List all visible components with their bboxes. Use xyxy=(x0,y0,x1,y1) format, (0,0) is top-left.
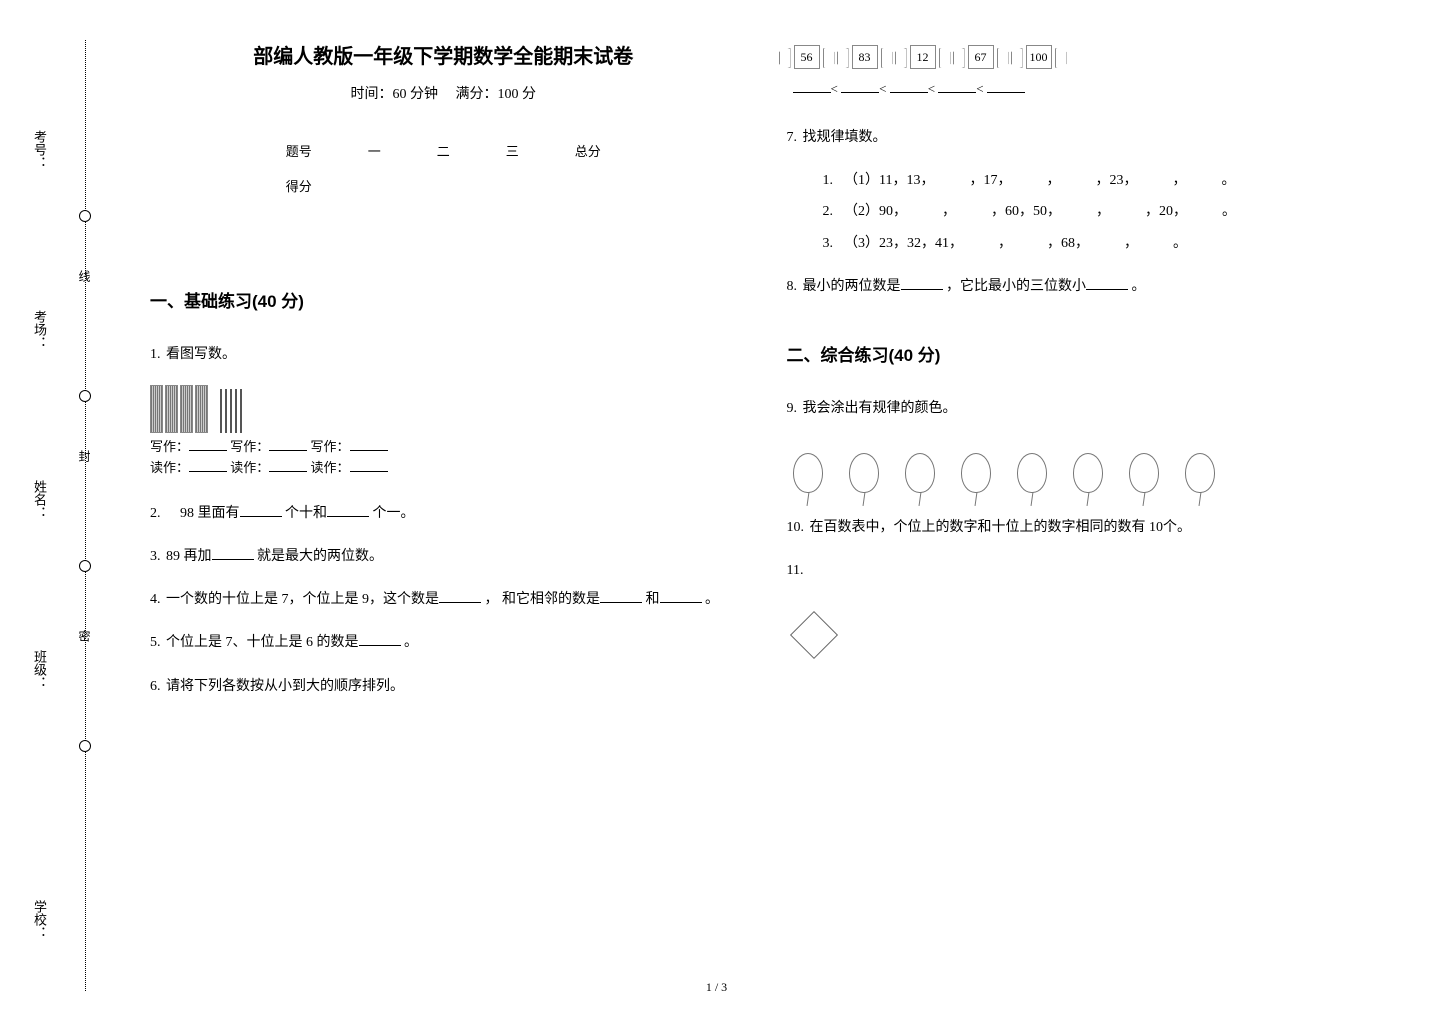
score-label: 得分 xyxy=(258,168,340,203)
binding-circle xyxy=(79,560,91,572)
candy-icon: 100 xyxy=(1019,40,1059,74)
column-left: 部编人教版一年级下学期数学全能期末试卷 时间：60 分钟 满分：100 分 题号… xyxy=(150,40,737,991)
section-1-title: 一、基础练习(40 分) xyxy=(150,287,737,312)
q1-write-row: 写作： 写作： 写作： xyxy=(150,437,737,458)
q1-figure xyxy=(150,385,737,433)
balloon-icon xyxy=(905,453,935,493)
content-area: 部编人教版一年级下学期数学全能期末试卷 时间：60 分钟 满分：100 分 题号… xyxy=(120,0,1433,1011)
question-4: 4. 一个数的十位上是 7，个位上是 9，这个数是 ， 和它相邻的数是 和 。 xyxy=(150,587,737,612)
col-2: 二 xyxy=(409,133,478,168)
q7-sub2: 2. （2）90， ， ，60，50， ， ，20， 。 xyxy=(823,199,1374,224)
balloon-icon xyxy=(793,453,823,493)
diamond-icon xyxy=(789,610,837,658)
q1-read-row: 读作： 读作： 读作： xyxy=(150,458,737,479)
table-row: 得分 xyxy=(258,168,629,203)
binding-margin: 考号： 考场： 姓名： 班级： 学校： 线 封 密 xyxy=(0,0,120,1011)
binding-label-room: 考场： xyxy=(30,310,49,349)
page-number: 1 / 3 xyxy=(706,980,727,995)
balloon-icon xyxy=(961,453,991,493)
q7-sublist: 1. （1）11，13， ，17， ， ，23， ， 。 2. （2）90， ，… xyxy=(823,168,1374,274)
balloon-icon xyxy=(1073,453,1103,493)
table-row: 题号 一 二 三 总分 xyxy=(258,133,629,168)
binding-label-examno: 考号： xyxy=(30,130,49,169)
balloon-icon xyxy=(1129,453,1159,493)
binding-label-name: 姓名： xyxy=(30,480,49,519)
binding-circle xyxy=(79,740,91,752)
col-1: 一 xyxy=(340,133,409,168)
question-5: 5. 个位上是 7、十位上是 6 的数是 。 xyxy=(150,630,737,655)
question-6: 6. 请将下列各数按从小到大的顺序排列。 xyxy=(150,674,737,699)
question-8: 8. 最小的两位数是 ，它比最小的三位数小 。 xyxy=(787,274,1374,299)
question-1: 1. 看图写数。 xyxy=(150,342,737,367)
binding-text-line: 线 xyxy=(76,270,93,290)
q6-candies: 56 83 12 67 100 xyxy=(787,40,1374,74)
candy-icon: 12 xyxy=(903,40,943,74)
header-label: 题号 xyxy=(258,133,340,168)
question-11: 11. xyxy=(787,558,1374,583)
candy-icon: 56 xyxy=(787,40,827,74)
exam-subtitle: 时间：60 分钟 满分：100 分 xyxy=(150,83,737,103)
column-right: 56 83 12 67 100 < < < < 7. 找规律填数。 1. （1）… xyxy=(787,40,1374,991)
binding-text-secret: 密 xyxy=(76,630,93,650)
candy-icon: 83 xyxy=(845,40,885,74)
q1-text: 看图写数。 xyxy=(166,347,236,362)
binding-label-school: 学校： xyxy=(30,900,49,939)
bundles-4 xyxy=(150,385,208,433)
question-7: 7. 找规律填数。 xyxy=(787,125,1374,150)
exam-title: 部编人教版一年级下学期数学全能期末试卷 xyxy=(150,40,737,69)
fullscore-text: 满分：100 分 xyxy=(456,87,537,102)
binding-circle xyxy=(79,210,91,222)
binding-text-seal: 封 xyxy=(76,450,93,470)
q9-balloons xyxy=(793,453,1374,493)
q6-compare-row: < < < < xyxy=(793,80,1374,97)
binding-dotted-line xyxy=(85,40,86,991)
sticks-5 xyxy=(220,389,242,433)
balloon-icon xyxy=(1017,453,1047,493)
question-9: 9. 我会涂出有规律的颜色。 xyxy=(787,396,1374,421)
question-2: 2. 98 里面有 个十和 个一。 xyxy=(150,501,737,526)
q7-sub3: 3. （3）23，32，41， ， ，68， ， 。 xyxy=(823,231,1374,256)
binding-label-class: 班级： xyxy=(30,650,49,689)
section-2-title: 二、综合练习(40 分) xyxy=(787,341,1374,366)
q7-sub1: 1. （1）11，13， ，17， ， ，23， ， 。 xyxy=(823,168,1374,193)
balloon-icon xyxy=(849,453,879,493)
score-table: 题号 一 二 三 总分 得分 xyxy=(258,133,629,203)
binding-circle xyxy=(79,390,91,402)
col-3: 三 xyxy=(478,133,547,168)
question-10: 10. 在百数表中，个位上的数字和十位上的数字相同的数有 10个。 xyxy=(787,515,1374,540)
candy-icon: 67 xyxy=(961,40,1001,74)
col-total: 总分 xyxy=(547,133,629,168)
q1-num: 1. xyxy=(150,347,161,362)
question-3: 3. 89 再加 就是最大的两位数。 xyxy=(150,544,737,569)
balloon-icon xyxy=(1185,453,1215,493)
time-text: 时间：60 分钟 xyxy=(351,87,439,102)
